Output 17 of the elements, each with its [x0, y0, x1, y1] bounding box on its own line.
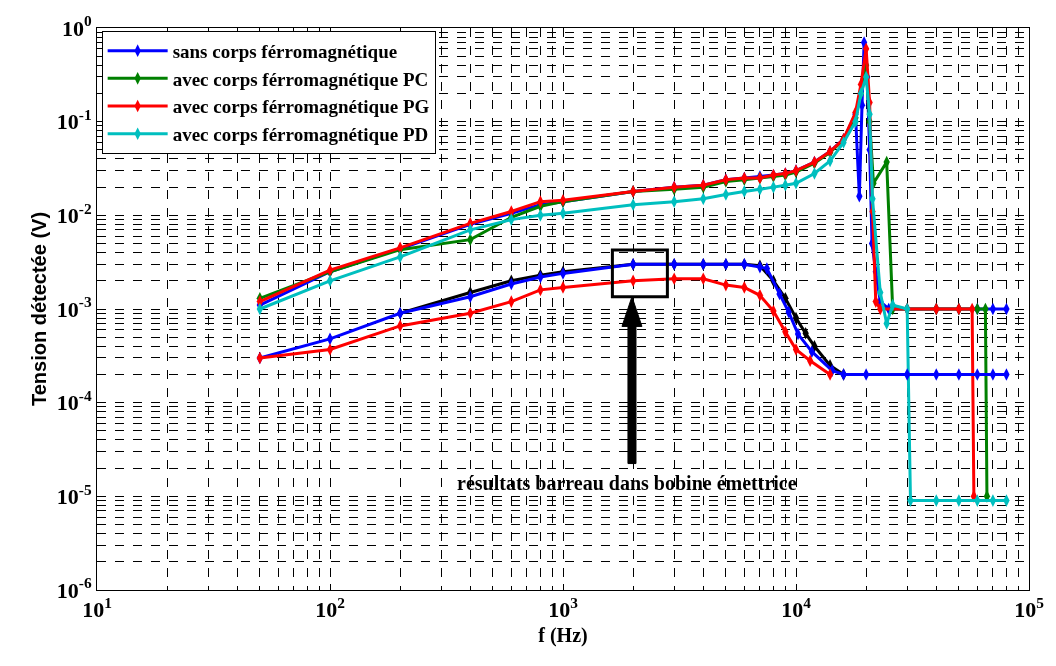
legend-label: avec corps férromagnétique PC	[172, 68, 429, 90]
legend-label: sans corps férromagnétique	[172, 41, 398, 63]
y-tick-label: 10$^{-5}$	[56, 480, 92, 510]
legend-label: avec corps férromagnétique PG	[172, 96, 430, 118]
x-tick-label: 10$^{2}$	[315, 594, 346, 623]
x-tick-label: 10$^{3}$	[548, 594, 579, 623]
legend-label: avec corps férromagnétique PD	[172, 124, 429, 146]
y-tick-label: 10$^{0}$	[61, 12, 92, 41]
y-tick-label: 10$^{-4}$	[56, 387, 92, 416]
y-tick-label: 10$^{-2}$	[56, 199, 92, 229]
y-tick-label: 10$^{-3}$	[56, 293, 92, 322]
x-tick-label: 10$^{4}$	[781, 594, 812, 623]
y-tick-label: 10$^{-1}$	[56, 106, 92, 135]
annotation: résultats barreau dans bobine émettrice	[457, 472, 797, 494]
x-axis-title: f (Hz)	[538, 623, 588, 647]
y-axis-title: Tension détectée (V)	[28, 211, 51, 407]
x-tick-label: 10$^{5}$	[1014, 594, 1045, 623]
